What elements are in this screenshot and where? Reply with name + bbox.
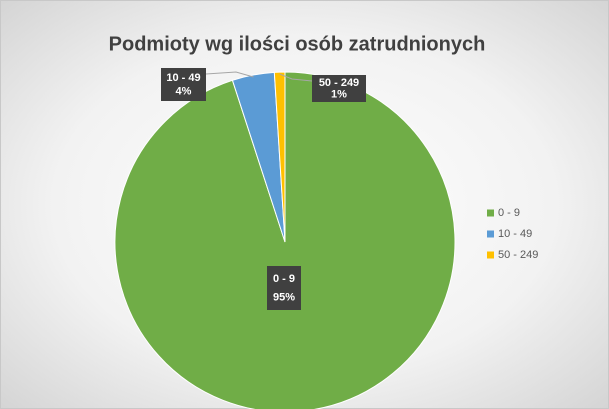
data-label-category: 50 - 249 [319, 77, 359, 89]
legend-swatch [487, 230, 494, 238]
pie [114, 71, 456, 409]
legend-label: 50 - 249 [498, 249, 538, 261]
data-label-value: 4% [176, 86, 192, 98]
leader-line [205, 71, 254, 78]
data-label-value: 1% [331, 88, 347, 100]
legend-swatch [487, 209, 494, 217]
data-label-value: 95% [273, 292, 295, 304]
data-label-category: 0 - 9 [273, 273, 295, 285]
chart-title: Podmioty wg ilości osób zatrudnionych [109, 33, 486, 55]
data-label-box [312, 75, 366, 102]
legend-label: 0 - 9 [498, 207, 520, 219]
legend-label: 10 - 49 [498, 228, 532, 240]
leader-line [279, 73, 313, 82]
legend: 0 - 9 10 - 49 50 - 249 [487, 207, 538, 261]
legend-swatch [487, 251, 494, 259]
pie-slice [273, 71, 286, 243]
data-label-category: 10 - 49 [166, 72, 200, 84]
data-label-box [267, 266, 301, 310]
data-label-box [161, 68, 206, 101]
pie-slice [114, 71, 456, 409]
